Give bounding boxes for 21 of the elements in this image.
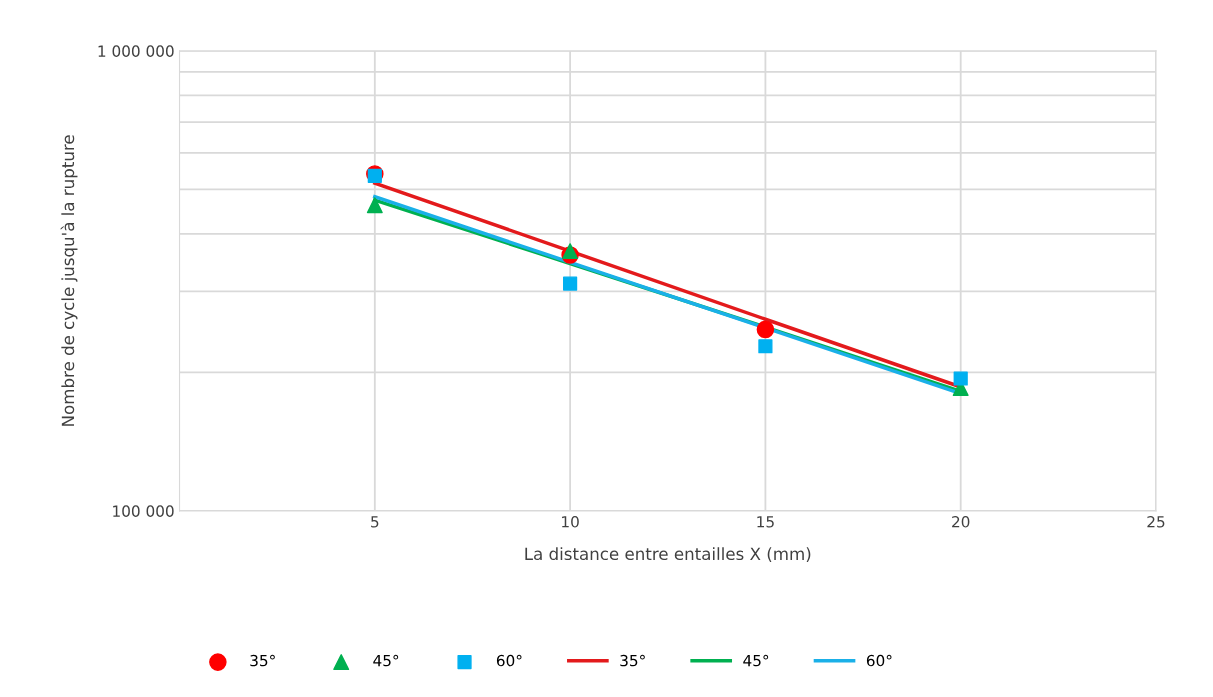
- x-tick-label: 5: [371, 516, 379, 528]
- legend-label: 35°: [250, 654, 275, 667]
- y-tick-label: 100 000: [113, 505, 174, 517]
- point: [953, 371, 968, 386]
- legend-label: 35°: [620, 654, 645, 667]
- y-tick-label: 1 000 000: [98, 45, 174, 57]
- y-axis-title: Nombre de cycle jusqu'à la rupture: [60, 135, 78, 426]
- x-tick-label: 20: [952, 516, 970, 528]
- point: [366, 197, 383, 214]
- point: [758, 339, 773, 354]
- legend-label: 60°: [496, 654, 522, 667]
- legend-label: 45°: [743, 654, 769, 667]
- x-tick-label: 25: [1147, 516, 1165, 528]
- legend-label: 45°: [373, 654, 399, 667]
- x-tick-label: 10: [562, 516, 579, 528]
- x-axis-title: La distance entre entailles X (mm): [525, 547, 811, 563]
- point: [562, 243, 579, 260]
- legend-label: 60°: [866, 654, 892, 667]
- point: [563, 276, 578, 291]
- point: [756, 320, 775, 339]
- x-tick-label: 15: [757, 516, 774, 528]
